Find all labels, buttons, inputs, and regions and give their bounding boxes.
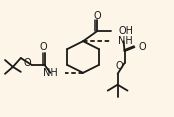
- Text: OH: OH: [119, 26, 134, 36]
- Text: NH: NH: [118, 36, 132, 46]
- Text: O: O: [116, 61, 123, 71]
- Text: O: O: [24, 58, 31, 68]
- Text: O: O: [40, 42, 47, 52]
- Text: NH: NH: [43, 68, 57, 78]
- Text: O: O: [138, 42, 146, 52]
- Text: O: O: [93, 11, 101, 20]
